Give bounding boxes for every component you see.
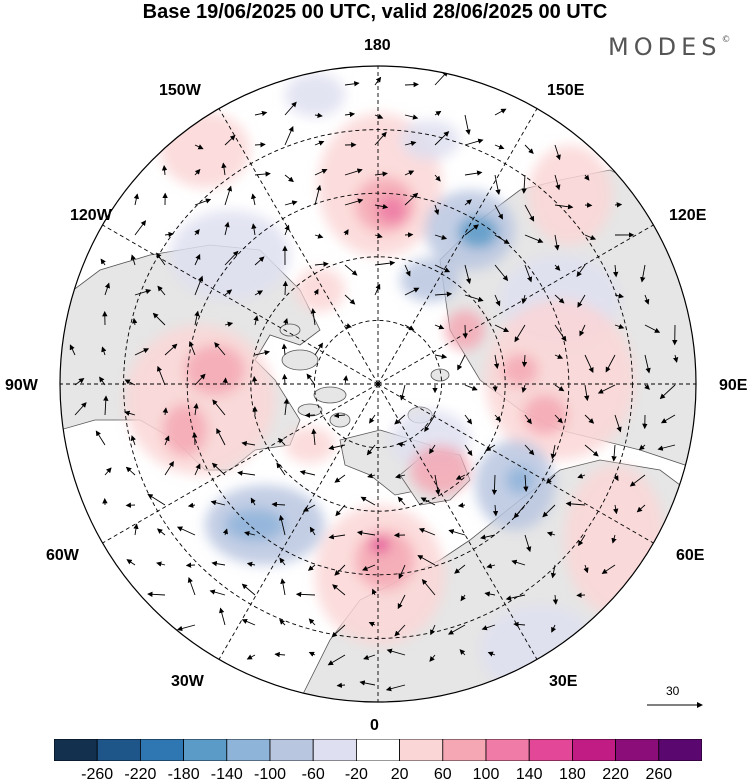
lon-label-90e: 90E <box>719 377 747 395</box>
anomaly-blob <box>370 537 390 553</box>
lon-label-150w: 150W <box>159 82 201 100</box>
wind-arrow <box>225 378 226 385</box>
lon-label-90w: 90W <box>5 377 38 395</box>
colorbar-tick-label: -220 <box>124 766 156 784</box>
anomaly-blob <box>295 268 345 312</box>
anomaly-blob <box>170 210 290 300</box>
colorbar-segment <box>97 739 140 761</box>
anomaly-blob <box>410 445 470 495</box>
colorbar-segment <box>443 739 486 761</box>
colorbar-segment <box>270 739 313 761</box>
colorbar-segment <box>529 739 572 761</box>
lon-label-30w: 30W <box>171 673 204 691</box>
wind-arrow <box>495 385 496 391</box>
polar-cap <box>342 317 418 393</box>
modes-logo: MODES© <box>608 33 730 61</box>
anomaly-blob <box>285 427 335 463</box>
colorbar-tick-label: -60 <box>302 766 325 784</box>
colorbar-tick-label: -20 <box>345 766 368 784</box>
colorbar-tick-label: -180 <box>168 766 200 784</box>
anomaly-blob <box>502 354 538 386</box>
anomaly-blob <box>528 145 612 245</box>
lon-label-60w: 60W <box>46 547 79 565</box>
wind-arrow <box>306 415 315 416</box>
colorbar-tick-label: -260 <box>81 766 113 784</box>
lon-label-0: 0 <box>370 717 379 735</box>
wind-arrow <box>285 282 286 295</box>
anomaly-blob <box>458 216 498 248</box>
colorbar-segment <box>400 739 443 761</box>
lon-label-180: 180 <box>364 37 391 55</box>
wind-arrow <box>284 375 285 385</box>
colorbar-segment <box>356 739 399 761</box>
colorbar-tick-label: 20 <box>391 766 409 784</box>
colorbar-segment <box>616 739 659 761</box>
lon-label-60e: 60E <box>676 547 704 565</box>
anomaly-blob <box>400 120 460 160</box>
anomaly-blob <box>565 465 665 615</box>
lon-label-150e: 150E <box>547 82 584 100</box>
island <box>282 350 318 370</box>
lon-label-120e: 120E <box>669 207 706 225</box>
colorbar-segment <box>54 739 97 761</box>
anomaly-blob <box>400 258 460 302</box>
colorbar-segment <box>140 739 183 761</box>
colorbar-segment <box>313 739 356 761</box>
anomaly-blob <box>523 395 567 435</box>
island <box>314 387 346 403</box>
colorbar-tick-label: 220 <box>602 766 629 784</box>
colorbar-tick-label: 180 <box>559 766 586 784</box>
colorbar-tick-label: -140 <box>211 766 243 784</box>
colorbar-segment <box>227 739 270 761</box>
anomaly-blob <box>377 196 407 224</box>
lon-label-30e: 30E <box>549 673 577 691</box>
anomaly-blob <box>506 466 534 494</box>
colorbar-segment <box>486 739 529 761</box>
island <box>280 324 300 336</box>
logo-mark: © <box>721 35 730 45</box>
anomaly-blob <box>225 509 285 541</box>
logo-text: MODES <box>608 33 721 61</box>
colorbar-tick-label: 60 <box>434 766 452 784</box>
colorbar-tick-label: 140 <box>516 766 543 784</box>
colorbar-tick-label: 260 <box>645 766 672 784</box>
colorbar-segment <box>659 739 702 761</box>
anomaly-blob <box>160 112 250 188</box>
anomaly-blob <box>125 325 275 475</box>
anomaly-blob <box>285 73 345 117</box>
wind-arrow <box>255 144 265 145</box>
anomaly-blob <box>480 605 600 695</box>
colorbar-tick-label: 100 <box>473 766 500 784</box>
colorbar-segment <box>184 739 227 761</box>
map-title: Base 19/06/2025 00 UTC, valid 28/06/2025… <box>0 0 750 24</box>
lon-label-120w: 120W <box>70 207 112 225</box>
colorbar-segment <box>572 739 615 761</box>
wind-arrow <box>615 204 621 205</box>
wind-arrow <box>405 84 418 85</box>
colorbar <box>54 739 702 761</box>
reference-vector-label: 30 <box>666 684 679 698</box>
anomaly-blob <box>163 404 207 456</box>
colorbar-tick-label: -100 <box>254 766 286 784</box>
